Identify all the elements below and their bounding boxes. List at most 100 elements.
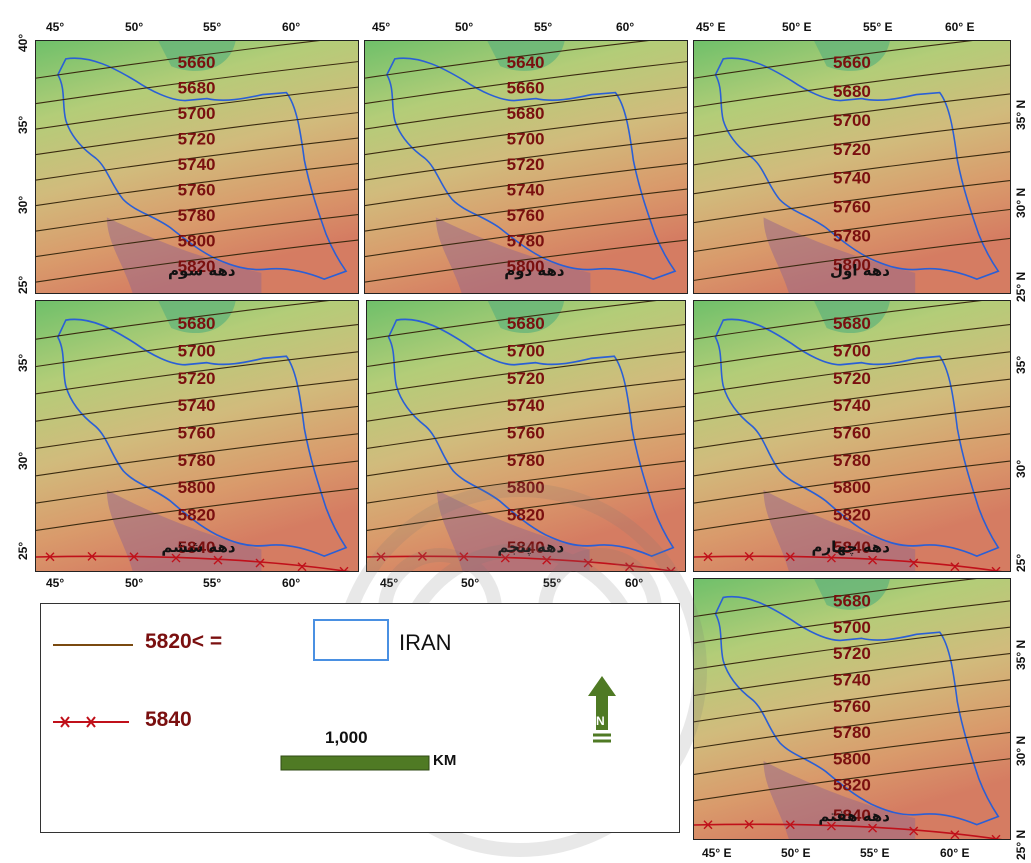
contour-line: [365, 61, 687, 105]
contour-line: [694, 180, 1010, 224]
map-canvas: 5680 5700 5720 5740 5760 5780 5800 5820 5840دهه …: [36, 301, 358, 571]
contour-label: 5720: [507, 369, 545, 388]
contour-5840-marker: [255, 558, 265, 568]
lat-tick: 35°: [16, 115, 30, 134]
contour-line: [36, 301, 330, 340]
contour-line: [694, 405, 1010, 450]
scale-value-label: 1,000: [325, 728, 368, 747]
contour-line: [694, 731, 1010, 775]
contour-line: [36, 112, 358, 156]
contour-label: 5680: [833, 592, 871, 611]
lon-tick: 60°: [282, 576, 301, 590]
lat-tick: 25°: [1014, 553, 1028, 572]
contour-line: [694, 460, 1010, 504]
contour-line: [367, 323, 685, 368]
decade-label: دهه چهارم: [812, 538, 891, 557]
contour-line: [694, 64, 1010, 108]
contour-line: [36, 378, 358, 422]
contour-label: 5700: [833, 111, 871, 130]
contour-label: 5820: [833, 505, 871, 524]
line-5840-legend-label: 5840: [145, 708, 192, 731]
lat-tick: 35°: [1014, 355, 1028, 374]
lon-tick: 55°: [203, 20, 222, 34]
lon-tick: 50° E: [782, 20, 812, 34]
north-arrow-icon: [588, 676, 616, 743]
map-panel-decade-6: 5680 5700 5720 5740 5760 5780 5800 5820 5840 دهه …: [35, 300, 359, 572]
contour-line: [694, 237, 1010, 281]
contour-line: [694, 208, 1010, 253]
lat-tick: 35°: [16, 353, 30, 372]
contour-5840-marker: [991, 566, 1001, 571]
contour-label: 5780: [178, 451, 216, 470]
contour-label: 5660: [833, 53, 871, 72]
lon-tick: 60°: [625, 576, 644, 590]
decade-label: دهه پنجم: [497, 538, 564, 557]
map-canvas: 5680 5700 5720 5740 5760 5780 5800 5820 5840دهه …: [367, 301, 685, 571]
contour-line: [36, 188, 358, 232]
lat-tick: 30°: [1014, 459, 1028, 478]
lat-tick: 40°: [16, 33, 30, 52]
lon-tick: 50°: [125, 576, 144, 590]
contour-5840-marker: [703, 552, 713, 562]
contour-line: [365, 163, 687, 207]
contour-line: [694, 679, 1010, 723]
contour-label: 5700: [507, 130, 545, 149]
contour-5840-marker: [744, 819, 754, 829]
contour-line: [36, 137, 358, 181]
lon-tick: 55°: [203, 576, 222, 590]
terrain-background: [694, 579, 1010, 839]
contour-line: [365, 137, 687, 181]
contour-line: [367, 378, 685, 422]
contour-5840-marker: [625, 562, 635, 571]
legend-graphics: [53, 619, 616, 771]
contour-line: [36, 214, 358, 258]
contour-label: 5780: [833, 226, 871, 245]
contour-line: [36, 433, 358, 477]
persian-gulf: [106, 490, 262, 571]
lat-tick: 30° N: [1014, 187, 1028, 218]
persian-gulf: [435, 217, 591, 293]
contour-line: [694, 579, 977, 618]
contour-5840-marker: [703, 820, 713, 830]
iran-border: [714, 57, 1000, 280]
contour-5840-marker: [583, 558, 593, 568]
map-canvas: 5680 5700 5720 5740 5760 5780 5800 5820 5840دهه …: [694, 579, 1010, 839]
contour-line: [36, 61, 358, 105]
contour-line: [694, 122, 1010, 166]
lon-tick: 45°: [372, 20, 391, 34]
map-panel-decade-1: 5660 5680 5700 5720 5740 5760 5780 5800 دهه اول: [693, 40, 1011, 294]
lon-tick: 55°: [534, 20, 553, 34]
contour-label: 5740: [833, 169, 871, 188]
contour-line: [367, 433, 685, 477]
map-legend: 5820< = 5840 IRAN 1,000 KM N: [40, 603, 680, 833]
contour-label: 5800: [833, 478, 871, 497]
north-label: N: [596, 714, 605, 728]
contour-line: [367, 351, 685, 395]
lon-tick: 55° E: [860, 846, 890, 860]
contour-line: [365, 112, 687, 156]
contour-5840-marker: [868, 823, 878, 833]
contour-label: 5720: [833, 140, 871, 159]
contour-label: 5800: [833, 255, 871, 274]
contour-line: [36, 351, 358, 395]
scale-bar: [280, 755, 430, 771]
decade-label: دهه اول: [830, 261, 890, 279]
iran-legend-label: IRAN: [399, 630, 452, 655]
contour-label: 5840: [178, 538, 216, 557]
contour-5840-marker: [129, 552, 139, 562]
contour-label: 5740: [507, 181, 545, 200]
contour-5840-marker: [213, 555, 223, 565]
persian-gulf: [106, 217, 262, 293]
terrain-background: [694, 301, 1010, 571]
contour-label: 5700: [178, 104, 216, 123]
contour-label: 5760: [178, 423, 216, 442]
contour-label: 5840: [833, 806, 871, 825]
contour-5840-marker: [950, 562, 960, 571]
contour-line: [36, 239, 358, 283]
contour-line: [694, 487, 1010, 531]
map-panel-decade-7: 5680 5700 5720 5740 5760 5780 5800 5820 5840 دهه …: [693, 578, 1011, 840]
lon-tick: 45°: [380, 576, 399, 590]
contour-5840-marker: [339, 566, 349, 571]
contour-line: [694, 600, 1010, 644]
lat-tick: 25°: [16, 541, 30, 560]
